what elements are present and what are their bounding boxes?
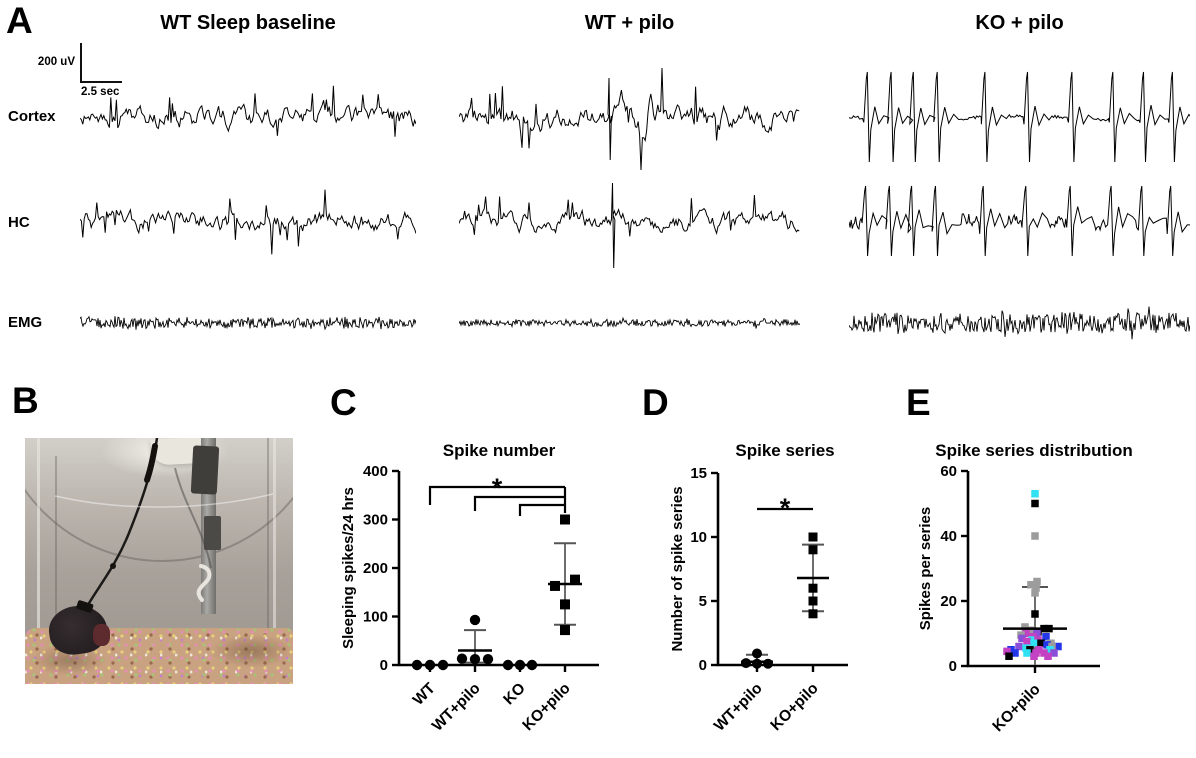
svg-text:0: 0 (380, 657, 388, 674)
cage-right-edge (273, 438, 276, 684)
svg-text:20: 20 (940, 593, 957, 610)
panel-a-label: A (6, 0, 33, 41)
svg-text:Spike series: Spike series (735, 441, 834, 460)
row-label-cortex: Cortex (8, 108, 56, 125)
svg-text:WT+pilo: WT+pilo (711, 680, 766, 735)
trace-wt-baseline-emg (80, 315, 416, 331)
svg-text:0: 0 (699, 657, 707, 674)
svg-text:KO+pilo: KO+pilo (989, 681, 1043, 735)
svg-text:40: 40 (940, 528, 957, 545)
bracket-fitting (204, 516, 221, 550)
svg-text:KO+pilo: KO+pilo (767, 680, 821, 734)
bedding-shadow-right (210, 634, 293, 668)
svg-text:WT: WT (410, 679, 439, 708)
svg-text:100: 100 (363, 609, 388, 626)
svg-text:200: 200 (363, 560, 388, 577)
svg-text:WT+pilo: WT+pilo (429, 680, 484, 735)
svg-text:*: * (780, 493, 791, 523)
cage-right-edge-inner (267, 438, 269, 684)
column-title-ko-pilo: KO + pilo (975, 12, 1064, 34)
recording-cable (54, 438, 274, 613)
svg-text:*: * (492, 473, 503, 503)
trace-ko-pilo-emg (849, 306, 1190, 340)
column-title-wt-sleep-baseline: WT Sleep baseline (160, 12, 336, 34)
scalebar-voltage-label: 200 uV (37, 56, 75, 68)
carabiner-hook (196, 564, 212, 602)
svg-text:15: 15 (690, 465, 707, 482)
spike-number-chart: Spike number Sleeping spikes/24 hrs 0 100 20… (340, 441, 599, 735)
trace-wt-pilo-emg (459, 316, 800, 329)
trace-wt-pilo-cortex (459, 67, 800, 171)
scalebar-vertical-line (80, 43, 82, 83)
cage-left-edge (37, 438, 40, 684)
cage-dome-reflection (25, 438, 293, 562)
row-label-hc: HC (8, 214, 30, 231)
headstage (93, 624, 110, 646)
svg-text:300: 300 (363, 512, 388, 529)
svg-text:Sleeping spikes/24 hrs: Sleeping spikes/24 hrs (340, 487, 357, 649)
spike-series-distribution-chart: Spike series distribution Spikes per seri… (917, 441, 1133, 735)
row-label-emg: EMG (8, 314, 43, 331)
svg-text:Spikes per series: Spikes per series (917, 507, 934, 630)
svg-text:60: 60 (940, 463, 957, 480)
scalebar-horizontal-line (80, 81, 122, 83)
svg-text:0: 0 (949, 658, 957, 675)
trace-wt-baseline-cortex (80, 85, 416, 137)
svg-text:400: 400 (363, 463, 388, 480)
trace-wt-pilo-hc (459, 182, 800, 269)
panel-d-label: D (642, 382, 669, 423)
svg-text:Spike series distribution: Spike series distribution (935, 441, 1132, 460)
column-title-wt-pilo: WT + pilo (584, 12, 675, 34)
scalebar-time-label: 2.5 sec (81, 86, 120, 98)
svg-text:10: 10 (690, 529, 707, 546)
panel-c-label: C (330, 382, 357, 423)
spike-series-chart: Spike series Number of spike series 0 5 10 15… (669, 441, 848, 735)
svg-text:KO: KO (500, 680, 528, 708)
svg-text:Spike number: Spike number (443, 441, 556, 460)
cage-photo (25, 438, 293, 684)
trace-ko-pilo-cortex (849, 71, 1190, 163)
cage-left-edge-inner (55, 456, 57, 661)
panel-b-label: B (12, 380, 39, 421)
trace-ko-pilo-hc (849, 185, 1190, 257)
panel-e-label: E (906, 382, 931, 423)
trace-wt-baseline-hc (80, 189, 416, 255)
svg-text:KO+pilo: KO+pilo (519, 680, 573, 734)
svg-text:5: 5 (699, 593, 707, 610)
svg-text:Number of spike series: Number of spike series (669, 486, 686, 651)
